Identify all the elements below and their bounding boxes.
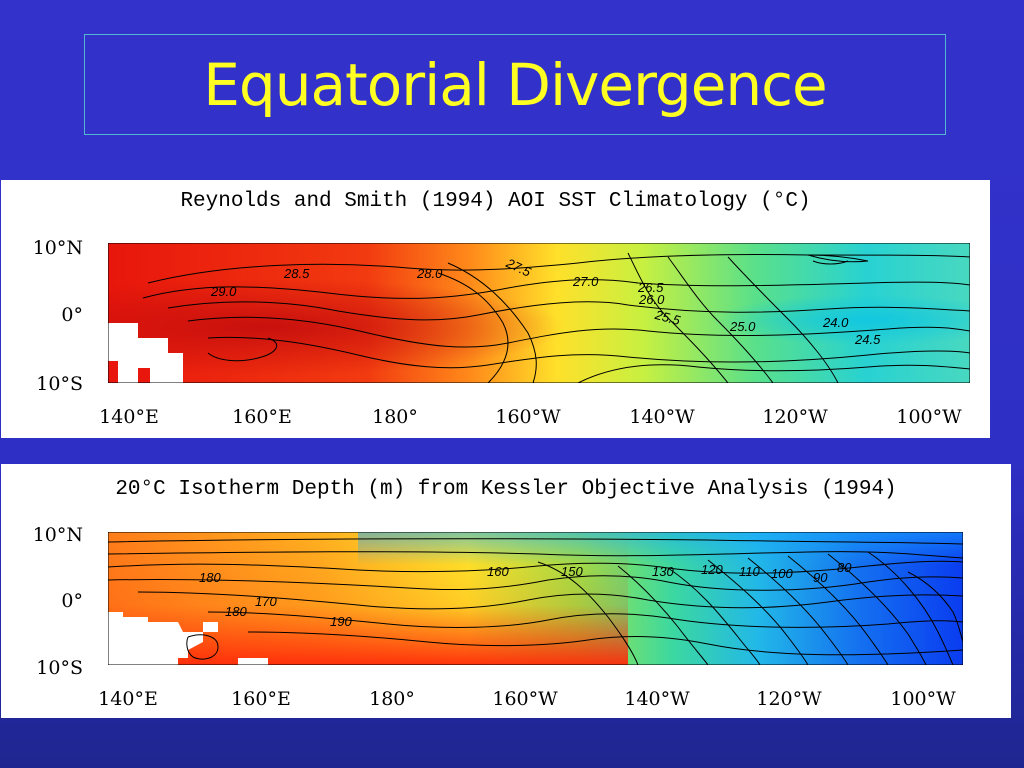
iso-xlabel: 120°W	[756, 688, 822, 710]
slide-title-box: Equatorial Divergence	[84, 34, 946, 135]
iso-xlabel: 160°W	[492, 688, 558, 710]
sst-contour-label: 24.0	[823, 315, 849, 330]
slide-title: Equatorial Divergence	[203, 50, 827, 119]
isotherm-contour-map	[108, 532, 963, 665]
sst-xlabel: 120°W	[762, 406, 828, 428]
sst-panel-title: Reynolds and Smith (1994) AOI SST Climat…	[180, 190, 811, 213]
sst-xlabel: 100°W	[896, 406, 962, 428]
sst-climatology-panel: Reynolds and Smith (1994) AOI SST Climat…	[1, 180, 990, 438]
iso-contour-label: 150	[561, 564, 583, 579]
sst-xlabel: 140°E	[99, 406, 159, 428]
iso-contour-label: 130	[652, 564, 674, 579]
iso-contour-label: 80	[837, 560, 852, 575]
iso-xlabel: 160°E	[231, 688, 291, 710]
sst-xlabel: 180°	[372, 406, 418, 428]
iso-contour-label: 170	[255, 594, 277, 609]
iso-ylabel-eq: 0°	[61, 590, 83, 612]
isotherm-depth-panel: 20°C Isotherm Depth (m) from Kessler Obj…	[1, 464, 1011, 718]
sst-contour-label: 27.0	[573, 274, 599, 289]
sst-xlabel: 140°W	[629, 406, 695, 428]
iso-xlabel: 100°W	[890, 688, 956, 710]
sst-contour-label: 24.5	[855, 332, 881, 347]
iso-contour-label: 120	[701, 562, 723, 577]
isotherm-panel-title: 20°C Isotherm Depth (m) from Kessler Obj…	[115, 478, 897, 501]
iso-ylabel-10s: 10°S	[36, 657, 83, 679]
sst-contour-label: 25.0	[730, 319, 756, 334]
sst-contour-label: 28.5	[284, 266, 310, 281]
sst-contour-map	[108, 243, 970, 383]
sst-contour-label: 26.5	[638, 280, 664, 295]
iso-contour-label: 100	[771, 566, 793, 581]
sst-xlabel: 160°E	[232, 406, 292, 428]
sst-ylabel-10s: 10°S	[36, 373, 83, 395]
sst-ylabel-eq: 0°	[61, 304, 83, 326]
iso-contour-label: 160	[487, 564, 509, 579]
sst-contour-label: 28.0	[417, 266, 443, 281]
iso-contour-label: 180	[225, 604, 247, 619]
iso-ylabel-10n: 10°N	[32, 524, 83, 546]
iso-xlabel: 180°	[369, 688, 415, 710]
iso-contour-label: 110	[739, 564, 760, 579]
iso-contour-label: 180	[199, 570, 221, 585]
sst-xlabel: 160°W	[495, 406, 561, 428]
iso-contour-label: 90	[813, 570, 828, 585]
sst-contour-label: 26.0	[639, 292, 665, 307]
iso-xlabel: 140°W	[624, 688, 690, 710]
iso-contour-label: 190	[330, 614, 352, 629]
sst-ylabel-10n: 10°N	[32, 237, 83, 259]
sst-contour-label: 29.0	[211, 284, 237, 299]
iso-xlabel: 140°E	[98, 688, 158, 710]
